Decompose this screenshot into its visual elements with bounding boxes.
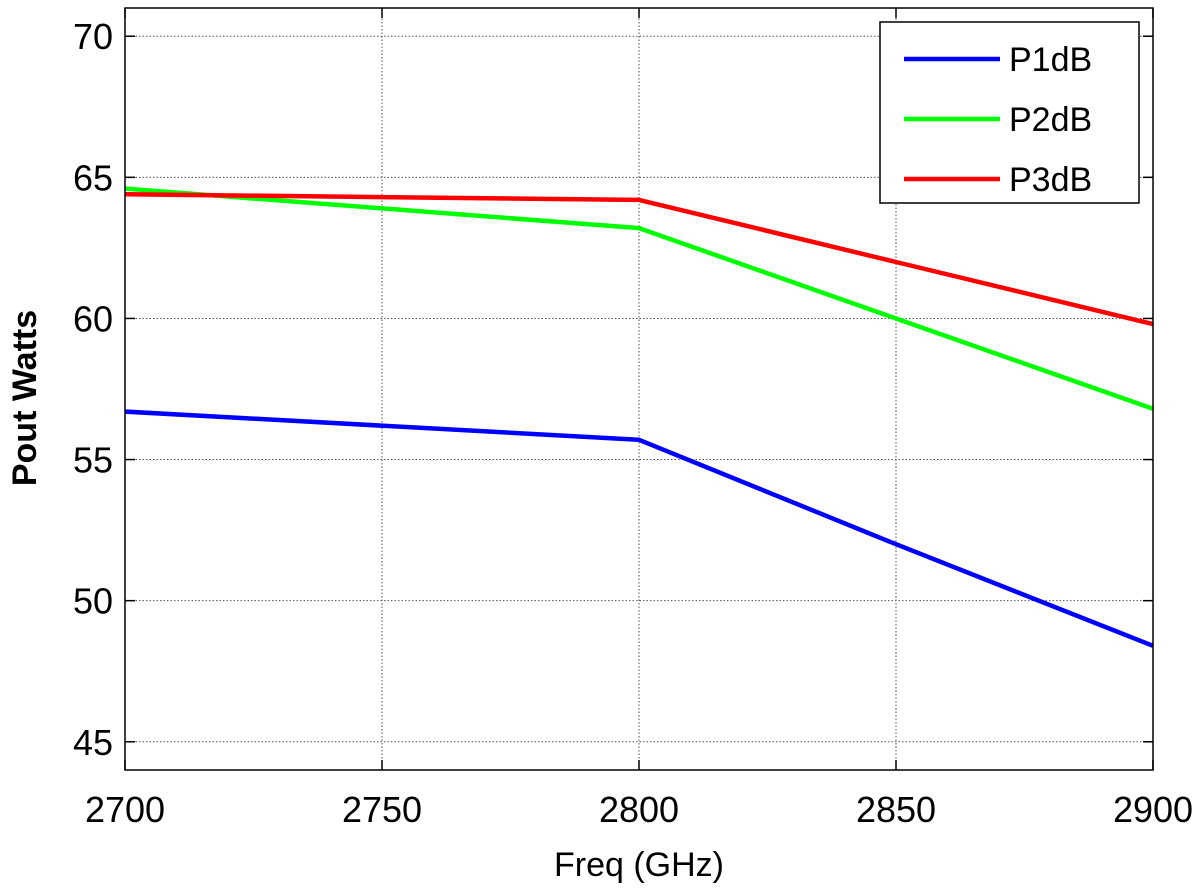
x-tick-label: 2850	[856, 789, 936, 830]
y-tick-label: 70	[73, 16, 113, 57]
y-tick-label: 45	[73, 722, 113, 763]
legend-label-p2db: P2dB	[1009, 101, 1092, 139]
y-tick-labels: 45 50 55 60 65 70	[73, 16, 113, 763]
series-line-p2db	[124, 186, 1154, 411]
x-axis-label: Freq (GHz)	[554, 846, 724, 884]
legend-box	[879, 21, 1140, 204]
legend: P1dB P2dB P3dB	[879, 21, 1140, 204]
y-axis-label: Pout Watts	[6, 310, 44, 486]
legend-label-p3db: P3dB	[1009, 161, 1092, 199]
y-tick-label: 60	[73, 298, 113, 339]
y-tick-label: 55	[73, 440, 113, 481]
series-line-p3db	[124, 192, 1154, 327]
x-tick-label: 2750	[342, 789, 422, 830]
x-tick-label: 2900	[1113, 789, 1193, 830]
x-tick-label: 2800	[599, 789, 679, 830]
axis-ticks	[124, 8, 1154, 770]
series-line-p1db	[124, 409, 1154, 648]
x-tick-labels: 2700 2750 2800 2850 2900	[85, 789, 1193, 830]
y-tick-label: 65	[73, 157, 113, 198]
y-tick-label: 50	[73, 581, 113, 622]
series-lines	[124, 186, 1154, 648]
x-tick-label: 2700	[85, 789, 165, 830]
legend-label-p1db: P1dB	[1009, 41, 1092, 79]
